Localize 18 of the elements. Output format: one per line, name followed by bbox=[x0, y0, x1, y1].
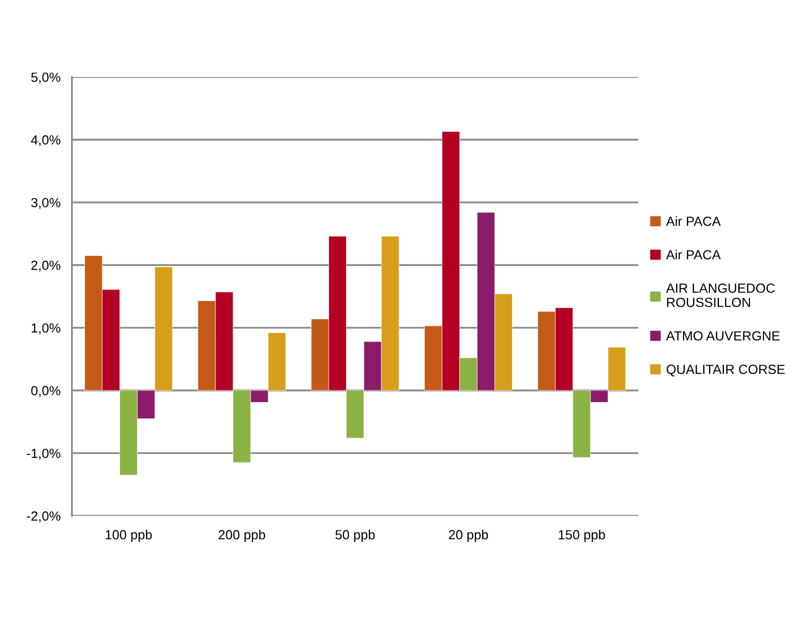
y-tick-label: 4,0% bbox=[31, 135, 60, 146]
x-tick-label: 150 ppb bbox=[558, 530, 605, 542]
y-tick-label: -1,0% bbox=[26, 448, 60, 460]
legend-label: QUALITAIR CORSE bbox=[666, 364, 785, 376]
y-tick-label: 1,0% bbox=[32, 323, 60, 334]
x-tick-label: 50 ppb bbox=[335, 530, 375, 542]
y-tick-label: 2,0% bbox=[31, 260, 60, 272]
legend-label: AIR LANGUEDOC ROUSSILLON bbox=[666, 284, 775, 308]
x-tick-label: 100 ppb bbox=[106, 530, 152, 542]
x-tick-label: 200 ppb bbox=[218, 530, 266, 542]
y-tick-label: -2,0% bbox=[26, 511, 60, 522]
y-tick-label: 5,0% bbox=[31, 72, 60, 84]
legend-label: ATMO AUVERGNE bbox=[666, 331, 780, 341]
y-tick-label: 3,0% bbox=[31, 198, 60, 209]
legend-label: Air PACA bbox=[666, 250, 721, 260]
y-tick-label: 0,0% bbox=[31, 386, 60, 397]
legend-label: Air PACA bbox=[666, 216, 721, 226]
x-tick-label: 20 ppb bbox=[448, 530, 488, 542]
